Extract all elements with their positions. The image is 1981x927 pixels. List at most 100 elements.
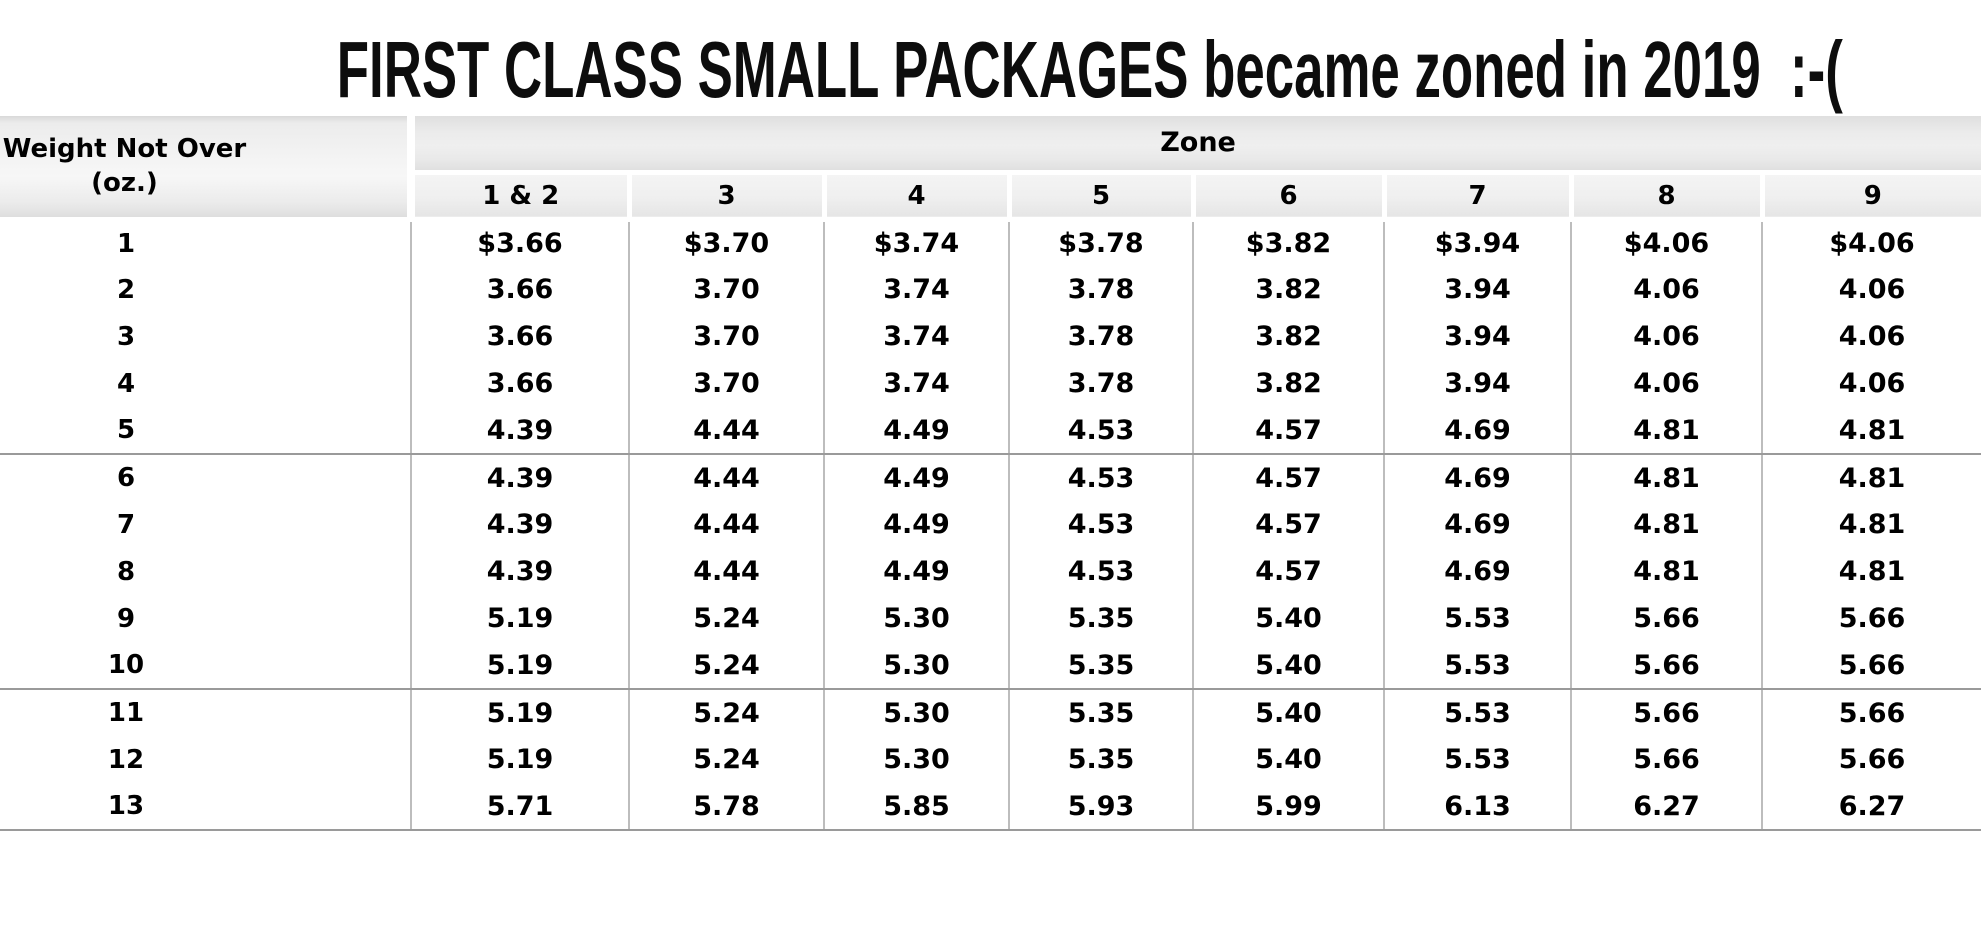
weight-cell: 4 [0,360,411,407]
weight-cell: 11 [0,689,411,736]
header-row-zone-group: Weight Not Over (oz.) Zone [0,116,1981,222]
table-row: 2 3.66 3.70 3.74 3.78 3.82 3.94 4.06 4.06 [0,266,1981,313]
rate-cell: $3.82 [1192,219,1384,266]
weight-cell: 1 [0,219,411,266]
table-row: 6 4.39 4.44 4.49 4.53 4.57 4.69 4.81 4.81 [0,454,1981,501]
rate-cell: 3.74 [823,360,1009,407]
rate-cell: 5.19 [410,736,629,783]
rate-cell: 5.40 [1192,689,1384,736]
rate-cell: 5.53 [1383,642,1571,690]
rate-cell: 5.30 [823,642,1009,690]
rate-cell: 4.49 [823,407,1009,455]
rate-cell: 4.57 [1192,548,1384,595]
rate-cell: 5.99 [1192,783,1384,831]
weight-cell: 8 [0,548,411,595]
weight-column-header: Weight Not Over (oz.) [0,116,415,222]
rate-cell: 5.30 [823,595,1009,642]
rate-cell: 5.53 [1383,689,1571,736]
rate-cell: 4.39 [410,501,629,548]
rate-cell: $4.06 [1570,219,1762,266]
rate-cell: 3.78 [1008,266,1193,313]
rate-cell: 3.70 [628,266,824,313]
rate-cell: 4.53 [1008,501,1193,548]
rate-cell: 5.24 [628,689,824,736]
weight-cell: 6 [0,454,411,501]
rate-cell: 5.24 [628,595,824,642]
rate-cell: 5.85 [823,783,1009,831]
weight-header-line2: (oz.) [91,168,158,199]
rate-cell: $4.06 [1760,219,1981,266]
rate-cell: 4.39 [410,454,629,501]
rate-cell: 6.27 [1760,783,1981,831]
rate-cell: 5.53 [1383,736,1571,783]
rate-cell: 4.53 [1008,407,1193,455]
rate-cell: 5.40 [1192,642,1384,690]
rate-cell: 3.70 [628,313,824,360]
rate-cell: 4.81 [1760,454,1981,501]
rate-cell: 4.44 [628,548,824,595]
rate-cell: 5.24 [628,736,824,783]
rate-cell: 4.53 [1008,454,1193,501]
weight-cell: 9 [0,595,411,642]
rate-table-body: 1 $3.66 $3.70 $3.74 $3.78 $3.82 $3.94 $4.06 $4.0… [0,219,1981,831]
rate-cell: 4.57 [1192,454,1384,501]
rate-table: Weight Not Over (oz.) Zone 1 & 2 3 4 5 6… [0,116,1981,831]
rate-cell: 5.35 [1008,736,1193,783]
rate-cell: $3.70 [628,219,824,266]
table-row: 13 5.71 5.78 5.85 5.93 5.99 6.13 6.27 6.27 [0,783,1981,831]
rate-cell: 5.40 [1192,595,1384,642]
rate-cell: 4.81 [1760,407,1981,455]
rate-cell: 5.66 [1570,642,1762,690]
rate-cell: 4.44 [628,501,824,548]
rate-cell: 4.81 [1570,501,1762,548]
rate-cell: 5.66 [1570,595,1762,642]
rate-cell: 4.06 [1760,266,1981,313]
rate-cell: 4.44 [628,454,824,501]
rate-cell: 3.66 [410,313,629,360]
weight-cell: 5 [0,407,411,455]
rate-cell: 3.74 [823,313,1009,360]
header-row-zone-numbers: 1 & 2 3 4 5 6 7 8 9 [0,172,1981,222]
weight-cell: 2 [0,266,411,313]
rate-cell: 3.82 [1192,360,1384,407]
rate-cell: 4.49 [823,548,1009,595]
rate-cell: 3.82 [1192,266,1384,313]
rate-cell: 4.06 [1760,360,1981,407]
rate-cell: 4.53 [1008,548,1193,595]
rate-cell: 5.53 [1383,595,1571,642]
rate-cell: $3.74 [823,219,1009,266]
weight-cell: 10 [0,642,411,690]
rate-cell: 3.70 [628,360,824,407]
rate-cell: 4.81 [1570,548,1762,595]
rate-cell: 5.66 [1760,642,1981,690]
rate-cell: 5.78 [628,783,824,831]
table-row: 10 5.19 5.24 5.30 5.35 5.40 5.53 5.66 5.66 [0,642,1981,690]
rate-cell: 5.19 [410,642,629,690]
rate-cell: 5.30 [823,689,1009,736]
table-row: 8 4.39 4.44 4.49 4.53 4.57 4.69 4.81 4.81 [0,548,1981,595]
rate-cell: 4.81 [1570,407,1762,455]
table-row: 7 4.39 4.44 4.49 4.53 4.57 4.69 4.81 4.81 [0,501,1981,548]
rate-cell: 5.71 [410,783,629,831]
weight-cell: 3 [0,313,411,360]
zone-column-header-1-2: 1 & 2 [408,172,629,222]
table-row: 9 5.19 5.24 5.30 5.35 5.40 5.53 5.66 5.66 [0,595,1981,642]
rate-cell: 3.82 [1192,313,1384,360]
rate-cell: 5.66 [1760,689,1981,736]
rate-cell: 4.49 [823,501,1009,548]
rate-cell: 5.66 [1570,689,1762,736]
zone-column-header-8: 8 [1568,172,1762,222]
rate-cell: 4.81 [1760,501,1981,548]
rate-cell: 3.94 [1383,360,1571,407]
rate-cell: 4.69 [1383,407,1571,455]
rate-cell: 4.57 [1192,407,1384,455]
table-row: 3 3.66 3.70 3.74 3.78 3.82 3.94 4.06 4.06 [0,313,1981,360]
zone-column-header-6: 6 [1190,172,1384,222]
rate-cell: 4.39 [410,407,629,455]
weight-cell: 13 [0,783,411,831]
zone-column-header-9: 9 [1759,172,1981,222]
rate-cell: 4.06 [1570,313,1762,360]
rate-cell: 5.35 [1008,595,1193,642]
rate-cell: 4.81 [1570,454,1762,501]
weight-cell: 7 [0,501,411,548]
